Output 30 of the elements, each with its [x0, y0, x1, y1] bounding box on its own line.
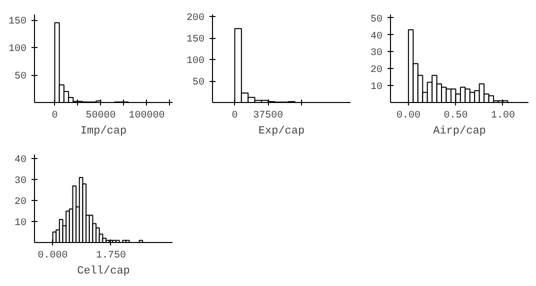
y-tick-label: 50: [370, 14, 383, 26]
y-tick-label: 40: [14, 155, 27, 166]
x-tick-label: 0: [52, 110, 58, 122]
x-tick-label: 0.50: [444, 110, 468, 122]
x-axis-title: Cell/cap: [77, 266, 130, 278]
x-tick-label: 1.750: [96, 250, 126, 262]
y-tick-label: 30: [370, 48, 383, 60]
y-tick-label: 200: [186, 13, 205, 24]
x-axis-title: Exp/cap: [258, 126, 305, 138]
y-tick-label: 150: [186, 34, 205, 46]
y-tick-label: 10: [14, 218, 27, 230]
y-tick-label: 100: [8, 44, 27, 55]
y-tick-label: 20: [14, 197, 27, 208]
y-tick-label: 50: [14, 72, 27, 82]
y-tick-label: 100: [186, 56, 205, 68]
y-tick-label: 40: [370, 31, 383, 42]
y-tick-label: 30: [14, 176, 27, 188]
x-tick-label: 37500: [253, 110, 284, 122]
y-tick-label: 50: [192, 78, 205, 89]
x-axis-title: Imp/cap: [80, 126, 127, 138]
y-tick-label: 150: [8, 16, 27, 28]
x-tick-label: 0: [232, 110, 238, 122]
y-tick-label: 10: [370, 82, 383, 94]
x-tick-label: 0.000: [38, 250, 68, 262]
x-tick-label: 0.00: [396, 110, 420, 122]
x-tick-label: 100000: [128, 110, 165, 122]
x-tick-label: 50000: [86, 110, 116, 122]
y-tick-label: 20: [370, 65, 383, 76]
x-tick-label: 1.00: [490, 110, 515, 122]
x-axis-title: Airp/cap: [433, 126, 486, 138]
